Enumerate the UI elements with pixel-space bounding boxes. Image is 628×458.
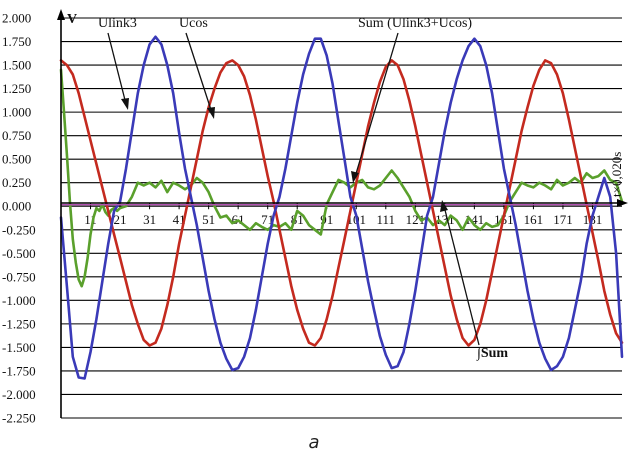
y-tick-label: 2.000 bbox=[2, 11, 31, 26]
annotation-ucos: Ucos bbox=[179, 16, 208, 31]
x-unit-label: t×0,020s bbox=[609, 152, 624, 197]
y-tick-label: 0.250 bbox=[2, 175, 31, 190]
y-tick-label: 1.750 bbox=[2, 34, 31, 49]
y-tick-label: -0.500 bbox=[2, 246, 36, 261]
x-tick-label: 51 bbox=[202, 212, 215, 227]
annotation-sum: Sum (Ulink3+Ucos) bbox=[358, 16, 472, 31]
y-tick-label: -2.250 bbox=[2, 411, 36, 426]
y-tick-label: 0.500 bbox=[2, 152, 31, 167]
series-layer bbox=[59, 35, 624, 380]
arrow-integral-sum-head bbox=[440, 200, 448, 212]
x-tick-label: 171 bbox=[553, 212, 573, 227]
x-tick-label: 161 bbox=[524, 212, 544, 227]
y-unit-label: V bbox=[67, 12, 77, 27]
annotation-ulink3: Ulink3 bbox=[98, 16, 137, 31]
arrow-sum-head bbox=[351, 171, 359, 183]
arrow-ucos bbox=[185, 32, 213, 114]
x-tick-label: 21 bbox=[114, 212, 127, 227]
y-tick-label: -0.750 bbox=[2, 269, 36, 284]
y-tick-label: -1.250 bbox=[2, 316, 36, 331]
series-line-ucos bbox=[59, 59, 624, 347]
y-tick-label: 1.000 bbox=[2, 105, 31, 120]
y-tick-label: 0.750 bbox=[2, 128, 31, 143]
x-tick-label: 111 bbox=[377, 212, 396, 227]
x-tick-label: 141 bbox=[465, 212, 485, 227]
x-tick-label: 31 bbox=[143, 212, 156, 227]
axis-layer bbox=[57, 9, 628, 418]
y-tick-label: -0.250 bbox=[2, 222, 36, 237]
figure-caption: a bbox=[308, 432, 320, 453]
y-tick-label: -1.000 bbox=[2, 293, 36, 308]
y-tick-label: 0.000 bbox=[2, 199, 31, 214]
series-line-ulink3 bbox=[59, 35, 624, 380]
arrow-integral-sum bbox=[443, 205, 480, 346]
y-axis-arrow bbox=[57, 9, 65, 20]
series-line-sum-ulink3-ucos bbox=[59, 68, 624, 288]
y-tick-label: -2.000 bbox=[2, 387, 36, 402]
arrow-ulink3-head bbox=[121, 98, 129, 110]
arrow-sum bbox=[354, 32, 399, 178]
y-tick-labels: 2.000 1.750 1.500 1.250 1.000 0.750 0.500 0.250… bbox=[2, 11, 36, 426]
annotation-integral-sum: ∫Sum bbox=[476, 346, 508, 361]
y-tick-label: 1.250 bbox=[2, 81, 31, 96]
arrow-ulink3 bbox=[107, 32, 127, 105]
y-tick-label: 1.500 bbox=[2, 58, 31, 73]
x-tick-labels: 11 21 31 41 51 61 71 81 91 101 111 121 131 141 151 161 1… bbox=[84, 203, 602, 227]
y-tick-label: -1.750 bbox=[2, 363, 36, 378]
x-tick-label: 121 bbox=[406, 212, 426, 227]
y-tick-label: -1.500 bbox=[2, 340, 36, 355]
arrow-ucos-head bbox=[207, 107, 215, 119]
x-axis-arrow bbox=[617, 199, 628, 207]
